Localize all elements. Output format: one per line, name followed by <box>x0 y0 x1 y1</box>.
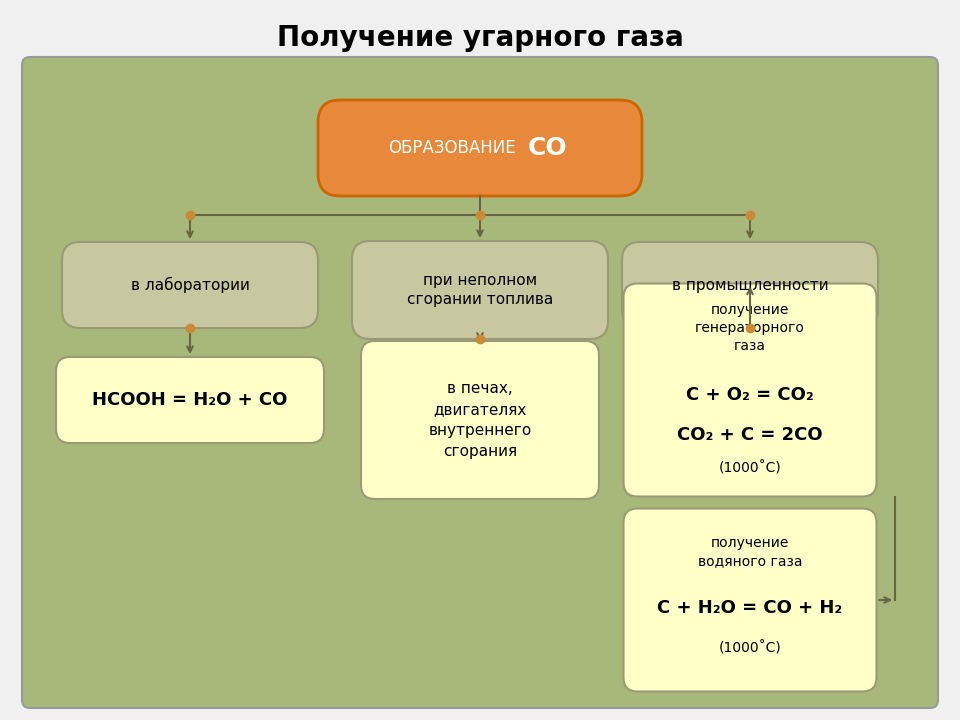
FancyBboxPatch shape <box>623 508 876 691</box>
Text: в печах,
двигателях
внутреннего
сгорания: в печах, двигателях внутреннего сгорания <box>428 381 532 459</box>
FancyBboxPatch shape <box>623 284 876 497</box>
Text: Получение угарного газа: Получение угарного газа <box>276 24 684 52</box>
Text: ОБРАЗОВАНИЕ: ОБРАЗОВАНИЕ <box>388 139 516 157</box>
Text: в лаборатории: в лаборатории <box>131 277 250 293</box>
Text: С + Н₂О = СО + Н₂: С + Н₂О = СО + Н₂ <box>658 599 843 617</box>
FancyBboxPatch shape <box>622 242 878 328</box>
FancyBboxPatch shape <box>352 241 608 339</box>
Text: получение
генераторного
газа: получение генераторного газа <box>695 302 804 354</box>
Text: при неполном
сгорании топлива: при неполном сгорании топлива <box>407 273 553 307</box>
Text: С + О₂ = СО₂: С + О₂ = СО₂ <box>686 386 814 404</box>
FancyBboxPatch shape <box>361 341 599 499</box>
FancyBboxPatch shape <box>22 57 938 708</box>
Text: в промышленности: в промышленности <box>672 277 828 292</box>
Text: (1000˚С): (1000˚С) <box>719 461 781 475</box>
Text: СО₂ + С = 2СО: СО₂ + С = 2СО <box>677 426 823 444</box>
FancyBboxPatch shape <box>62 242 318 328</box>
Text: получение
водяного газа: получение водяного газа <box>698 536 803 568</box>
Text: СО: СО <box>528 136 567 160</box>
FancyBboxPatch shape <box>56 357 324 443</box>
FancyBboxPatch shape <box>318 100 642 196</box>
Text: HCOOН = Н₂О + СО: HCOOН = Н₂О + СО <box>92 391 288 409</box>
Text: (1000˚С): (1000˚С) <box>719 641 781 655</box>
